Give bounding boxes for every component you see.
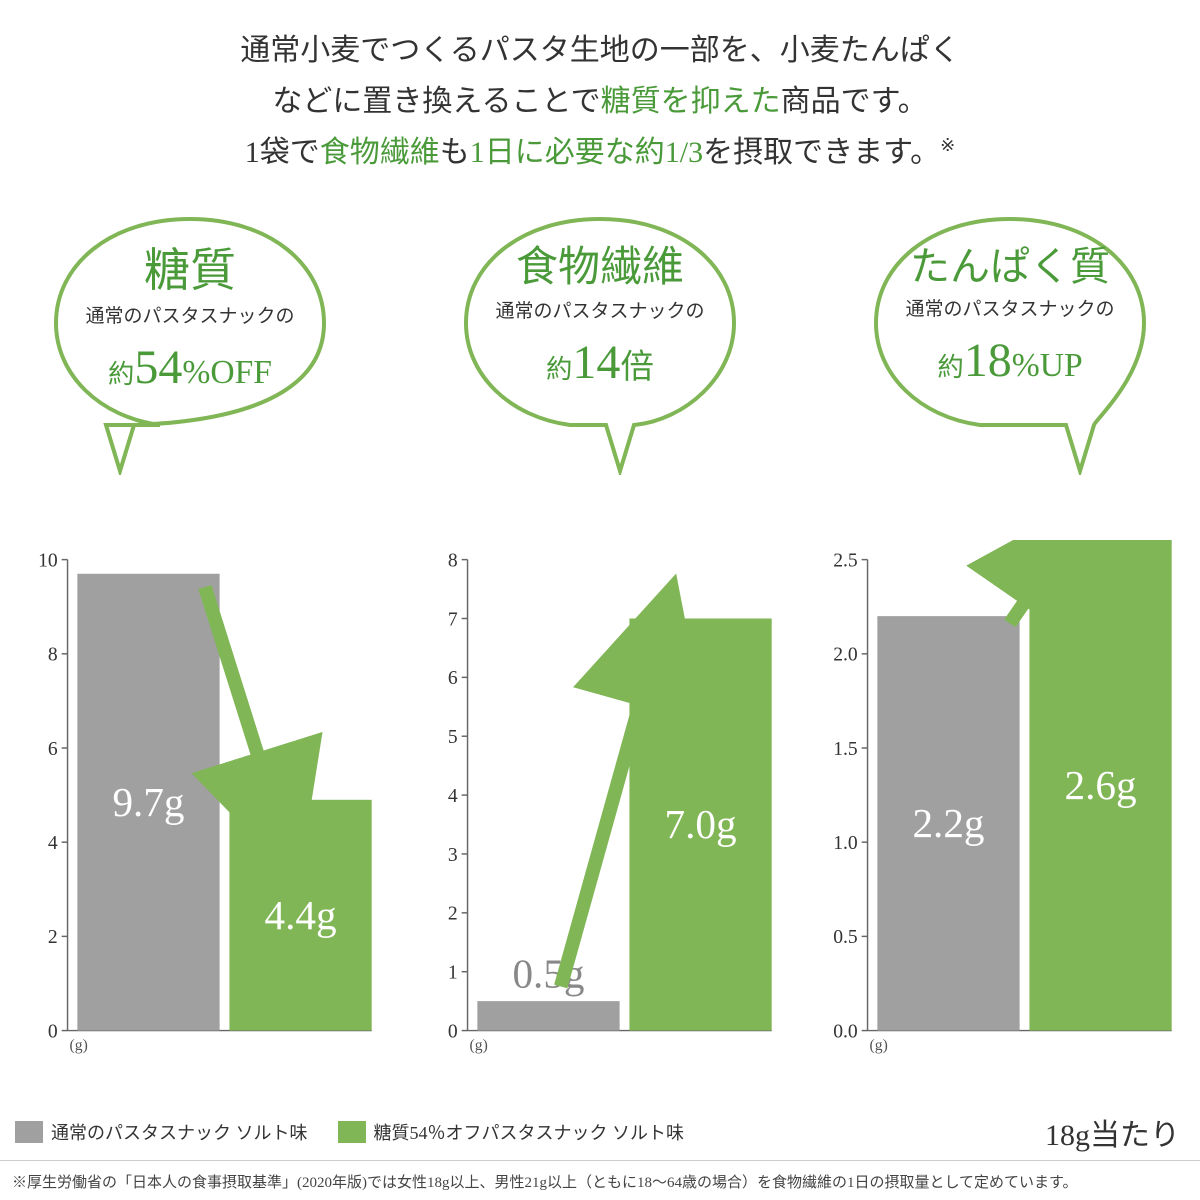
bubble-title: 糖質 <box>144 245 236 296</box>
svg-text:2.6g: 2.6g <box>1065 762 1137 808</box>
serving-size-label: 18g当たり <box>1045 1110 1180 1154</box>
svg-text:2: 2 <box>48 927 58 948</box>
bubble-stat: 約18%UP <box>870 332 1150 390</box>
legend: 通常のパスタスナック ソルト味 糖質54％オフパスタスナック ソルト味 <box>15 1119 684 1145</box>
header-text: 通常小麦でつくるパスタ生地の一部を、小麦たんぱくなどに置き換えることで糖質を抑え… <box>0 25 1200 178</box>
legend-item-1: 糖質54％オフパスタスナック ソルト味 <box>338 1119 685 1145</box>
bubble-subtitle: 通常のパスタスナックの <box>50 306 330 329</box>
speech-bubble-2: たんぱく質通常のパスタスナックの約18%UP <box>870 215 1150 475</box>
svg-text:2: 2 <box>448 904 458 925</box>
svg-text:(g): (g) <box>870 1037 888 1054</box>
svg-text:1.0: 1.0 <box>833 833 858 854</box>
bubble-subtitle: 通常のパスタスナックの <box>870 299 1150 322</box>
bubble-subtitle: 通常のパスタスナックの <box>460 301 740 324</box>
svg-text:8: 8 <box>448 550 458 571</box>
bar-chart-1: 0123456780.5g7.0g(g) <box>415 540 785 1060</box>
svg-text:9.7g: 9.7g <box>112 779 184 825</box>
svg-text:2.5: 2.5 <box>833 550 858 571</box>
svg-text:0: 0 <box>448 1021 458 1042</box>
bubble-stat: 約54%OFF <box>50 339 330 397</box>
footnote: ※厚生労働省の「日本人の食事摂取基準」(2020年版)では女性18g以上、男性2… <box>0 1160 1200 1192</box>
svg-text:7.0g: 7.0g <box>665 801 737 847</box>
svg-text:0.5: 0.5 <box>833 927 858 948</box>
bubble-title: たんぱく質 <box>910 244 1110 289</box>
svg-text:3: 3 <box>448 845 458 866</box>
svg-text:1.5: 1.5 <box>833 739 858 760</box>
svg-text:4: 4 <box>448 786 458 807</box>
bubble-title: 食物繊維 <box>516 245 684 291</box>
bubble-row: 糖質通常のパスタスナックの約54%OFF食物繊維通常のパスタスナックの約14倍た… <box>0 215 1200 535</box>
svg-text:2.2g: 2.2g <box>912 800 984 846</box>
speech-bubble-0: 糖質通常のパスタスナックの約54%OFF <box>50 215 330 475</box>
bar-chart-0: 0 2 4 6 8 10 9.7g 4.4g (g) <box>15 540 385 1060</box>
charts-area: 02468109.7g4.4g(g)0123456780.5g7.0g(g)0.… <box>15 540 1185 1080</box>
svg-text:10: 10 <box>38 550 58 571</box>
svg-text:0.0: 0.0 <box>833 1021 858 1042</box>
svg-text:4.4g: 4.4g <box>265 892 337 938</box>
svg-text:(g): (g) <box>70 1037 88 1054</box>
svg-text:6: 6 <box>48 739 58 760</box>
svg-text:6: 6 <box>448 668 458 689</box>
svg-text:2.0: 2.0 <box>833 645 858 666</box>
bar-chart-2: 0.0 0.5 1.0 1.5 2.0 2.5 2.2g 2.6g (g) <box>815 540 1185 1060</box>
svg-text:4: 4 <box>48 833 58 854</box>
speech-bubble-1: 食物繊維通常のパスタスナックの約14倍 <box>460 215 740 475</box>
svg-text:(g): (g) <box>470 1037 488 1054</box>
svg-text:5: 5 <box>448 727 458 748</box>
svg-text:0: 0 <box>48 1021 58 1042</box>
bubble-stat: 約14倍 <box>460 334 740 392</box>
svg-text:8: 8 <box>48 645 58 666</box>
legend-item-0: 通常のパスタスナック ソルト味 <box>15 1119 308 1145</box>
svg-text:1: 1 <box>448 963 458 984</box>
svg-text:7: 7 <box>448 609 458 630</box>
